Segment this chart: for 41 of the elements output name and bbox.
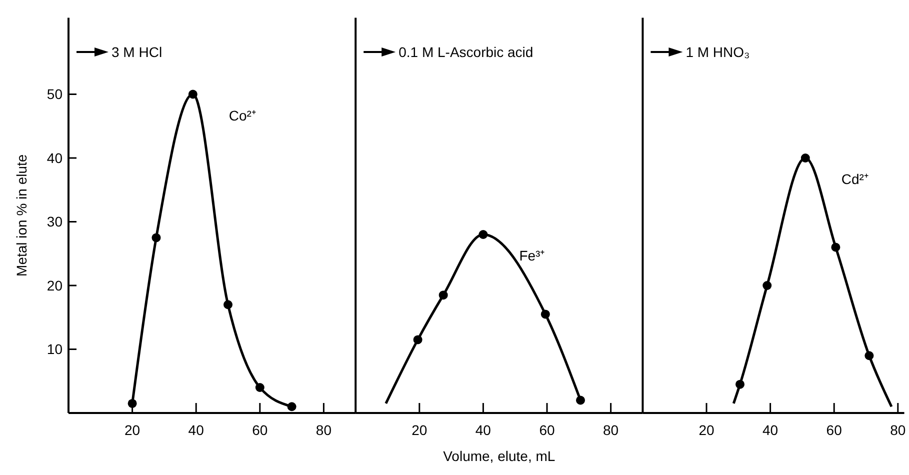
text: Fe³⁺ (519, 248, 546, 264)
x-tick-label: 40 (762, 422, 778, 438)
x-tick-label: 60 (826, 422, 842, 438)
y-tick-label: 50 (46, 86, 63, 102)
x-tick-label: 40 (475, 422, 492, 438)
x-tick-label: 40 (188, 422, 204, 438)
text: Cd²⁺ (841, 171, 869, 187)
point (762, 281, 772, 290)
point (831, 242, 840, 252)
x-tick-label: 80 (603, 422, 619, 438)
point (188, 90, 198, 99)
point (864, 351, 874, 360)
y-tick-label: 40 (46, 150, 63, 166)
x-tick-label: 20 (124, 422, 140, 438)
point (128, 398, 137, 408)
y-tick-label: 20 (46, 277, 63, 294)
text: 0.1 M L-Ascorbic acid (398, 44, 534, 60)
point (800, 154, 810, 162)
point (438, 290, 448, 300)
x-tick-label: 80 (316, 422, 332, 438)
x-tick-label: 80 (890, 422, 906, 438)
point (287, 402, 296, 412)
point (540, 310, 550, 319)
point (413, 335, 422, 344)
point (735, 380, 744, 389)
y-tick-label: 30 (46, 214, 63, 230)
x-tick-label: 60 (539, 422, 555, 438)
x-tick-label: 20 (698, 422, 714, 438)
text: 3 M HCl (112, 44, 162, 60)
point (152, 233, 161, 242)
x-tick-label: 60 (252, 422, 268, 438)
point (224, 300, 232, 310)
point (478, 230, 488, 239)
y-axis-title: Metal ion % in elute (14, 154, 30, 276)
x-axis-title: Volume, elute, mL (443, 448, 556, 464)
point (576, 396, 585, 405)
y-tick-label: 10 (46, 341, 63, 358)
point (255, 383, 264, 392)
text: Co²⁺ (228, 107, 256, 124)
x-tick-label: 20 (412, 422, 428, 438)
text: 1 M HNO₃ (686, 44, 750, 60)
